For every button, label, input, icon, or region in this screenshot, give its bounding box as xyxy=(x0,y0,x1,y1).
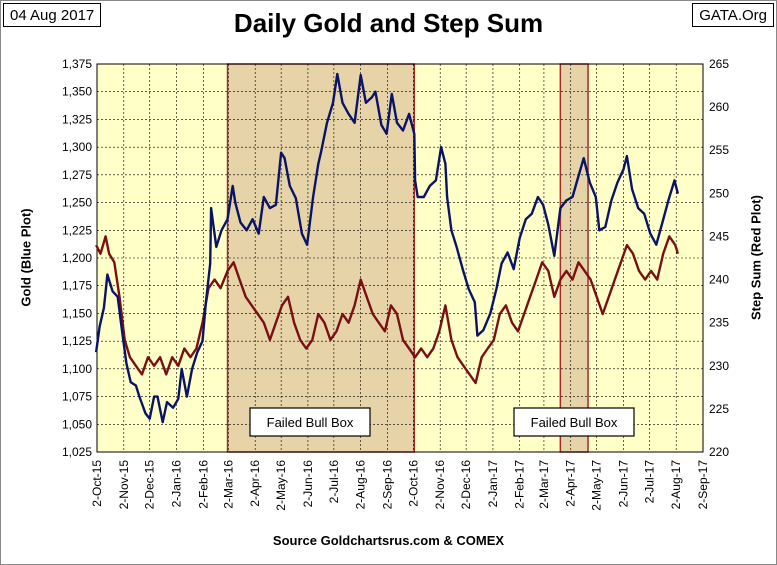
x-tick-label: 2-Jan-16 xyxy=(170,460,184,508)
x-tick-label: 2-Nov-15 xyxy=(117,460,131,510)
x-tick-label: 2-Apr-17 xyxy=(564,460,578,507)
failed-bull-box-label-box xyxy=(513,407,635,437)
gold-series-line xyxy=(94,72,680,424)
y-right-tick-label: 260 xyxy=(709,100,729,114)
x-tick-label: 2-Jan-17 xyxy=(486,460,500,508)
y-right-tick-label: 235 xyxy=(709,316,729,330)
source-tag: GATA.Org xyxy=(692,3,774,27)
x-tick-label: 2-Aug-17 xyxy=(669,460,683,510)
y-left-tick-label: 1,350 xyxy=(62,85,92,99)
y-left-tick-label: 1,375 xyxy=(62,57,92,71)
y-left-tick-label: 1,200 xyxy=(62,251,92,265)
chart-title: Daily Gold and Step Sum xyxy=(233,8,544,38)
y-right-tick-label: 250 xyxy=(709,186,729,200)
x-tick-label: 2-Feb-16 xyxy=(196,460,210,509)
x-tick-label: 2-Nov-16 xyxy=(433,460,447,510)
x-tick-label: 2-Sep-16 xyxy=(380,460,394,510)
y-left-tick-label: 1,225 xyxy=(62,223,92,237)
y-right-tick-label: 225 xyxy=(709,402,729,416)
failed-bull-box-label: Failed Bull Box xyxy=(531,415,618,430)
y-left-tick-label: 1,175 xyxy=(62,279,92,293)
y-right-tick-label: 230 xyxy=(709,359,729,373)
x-tick-label: 2-Feb-17 xyxy=(513,460,527,509)
x-tick-label: 2-Mar-16 xyxy=(221,460,235,509)
y-left-tick-label: 1,025 xyxy=(62,445,92,459)
y-right-tick-label: 240 xyxy=(709,273,729,287)
y-left-tick-label: 1,250 xyxy=(62,196,92,210)
date-label: 04 Aug 2017 xyxy=(3,3,102,27)
x-tick-label: 2-Jun-17 xyxy=(616,460,630,508)
x-tick-label: 2-Oct-16 xyxy=(406,460,420,507)
y-left-tick-label: 1,050 xyxy=(62,417,92,431)
y-right-tick-label: 265 xyxy=(709,57,729,71)
y-left-tick-label: 1,100 xyxy=(62,362,92,376)
x-tick-label: 2-Oct-15 xyxy=(90,460,104,507)
y-axis-left-label: Gold (Blue Plot) xyxy=(18,208,34,307)
x-tick-label: 2-Mar-17 xyxy=(537,460,551,509)
y-right-tick-label: 220 xyxy=(709,445,729,459)
y-left-tick-label: 1,125 xyxy=(62,334,92,348)
y-left-tick-label: 1,075 xyxy=(62,390,92,404)
x-tick-label: 2-Dec-16 xyxy=(459,460,473,510)
y-right-tick-label: 245 xyxy=(709,229,729,243)
x-tick-label: 2-Apr-16 xyxy=(248,460,262,507)
y-left-tick-label: 1,275 xyxy=(62,168,92,182)
step-sum-series-line xyxy=(95,235,680,385)
failed-bull-box-label-box xyxy=(249,407,371,437)
x-tick-label: 2-Aug-16 xyxy=(354,460,368,510)
source-note: Source Goldchartsrus.com & COMEX xyxy=(272,533,505,548)
plot-border xyxy=(96,63,704,453)
failed-bull-box-label: Failed Bull Box xyxy=(267,415,354,430)
x-tick-label: 2-Jul-16 xyxy=(327,460,341,504)
x-tick-label: 2-Sep-17 xyxy=(696,460,710,510)
x-tick-label: 2-Jul-17 xyxy=(642,460,656,504)
x-tick-label: 2-Jun-16 xyxy=(301,460,315,508)
y-left-tick-label: 1,150 xyxy=(62,306,92,320)
x-tick-label: 2-Dec-15 xyxy=(143,460,157,510)
x-tick-label: 2-May-17 xyxy=(590,460,604,511)
y-left-tick-label: 1,300 xyxy=(62,140,92,154)
y-right-tick-label: 255 xyxy=(709,143,729,157)
x-tick-label: 2-May-16 xyxy=(274,460,288,511)
y-axis-right-label: Step Sum (Red Plot) xyxy=(748,195,764,320)
y-left-tick-label: 1,325 xyxy=(62,112,92,126)
